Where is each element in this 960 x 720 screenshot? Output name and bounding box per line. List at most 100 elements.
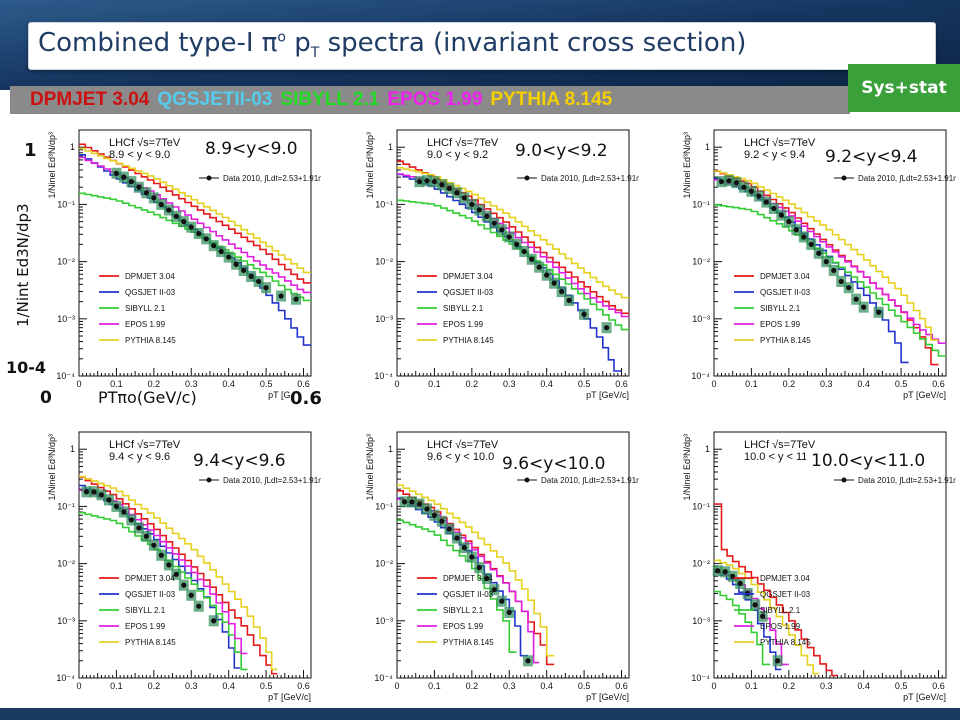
y-tick-label: 10⁻³ — [57, 616, 75, 626]
data-point — [551, 280, 557, 286]
y-axis-title: 1/Ninel Ed³N/dp³ — [682, 132, 692, 199]
data-point — [484, 575, 490, 582]
legend-label: EPOS 1.99 — [125, 622, 166, 631]
y-tick-label: 10⁻⁴ — [56, 673, 75, 683]
rapidity-label: 8.9 < y < 9.0 — [109, 149, 170, 161]
data-point — [151, 195, 157, 201]
x-tick-label: 0.4 — [222, 681, 235, 691]
data-point — [446, 526, 452, 532]
series-line-4 — [79, 475, 278, 671]
series-line-4 — [714, 170, 939, 341]
x-tick-label: 0.6 — [932, 681, 945, 691]
data-point — [603, 325, 610, 331]
y-tick-label: 1 — [388, 142, 393, 152]
x-tick-label: 0.3 — [185, 681, 198, 691]
x-tick-label: 0.2 — [783, 379, 796, 389]
data-point — [173, 571, 179, 577]
slide-title: Combined type-I πo pT spectra (invariant… — [38, 28, 747, 62]
x-axis-title: pT [GeV/c] — [586, 390, 629, 400]
data-point — [733, 180, 740, 186]
legend-label: DPMJET 3.04 — [443, 574, 493, 583]
data-point — [439, 182, 445, 188]
y-tick-label: 10⁻⁴ — [374, 673, 393, 683]
y-tick-label: 10⁻² — [57, 257, 75, 267]
y-tick-label: 10⁻¹ — [692, 199, 710, 209]
data-point — [233, 261, 239, 267]
series-line-0 — [714, 503, 838, 677]
data-point — [726, 178, 732, 184]
data-point — [128, 179, 134, 185]
x-tick-label: 0.4 — [222, 379, 235, 389]
legend-label: SIBYLL 2.1 — [760, 304, 801, 313]
data-point — [181, 219, 187, 225]
x-axis-title: pT [GeV/c] — [903, 692, 946, 702]
spectrum-plot-1: 1 10⁻¹ 10⁻² 10⁻³ 10⁻⁴0 0.1 0.2 0.3 0.4 0.5 0.6pT [… — [47, 129, 321, 400]
legend-label: SIBYLL 2.1 — [443, 304, 484, 313]
data-point — [188, 592, 194, 598]
x-tick-label: 0 — [711, 379, 716, 389]
legend-label: EPOS 1.99 — [760, 622, 801, 631]
data-point — [737, 580, 743, 587]
data-point — [211, 618, 217, 624]
annotation-x-left: 0 — [40, 388, 52, 408]
data-point — [771, 205, 777, 212]
data-point — [121, 509, 127, 515]
y-tick-label: 10⁻² — [692, 257, 710, 267]
x-axis-title: pT [GeV/c] — [268, 390, 311, 400]
panel-1: 1 10⁻¹ 10⁻² 10⁻³ 10⁻⁴0 0.1 0.2 0.3 0.4 0.5 0.6pT [… — [45, 118, 321, 406]
data-point — [499, 598, 505, 604]
data-point — [786, 219, 792, 225]
data-point — [491, 220, 497, 226]
plot-frame — [713, 129, 947, 377]
legend-label: DPMJET 3.04 — [760, 574, 810, 583]
experiment-label: LHCf √s=7TeV — [744, 439, 816, 451]
data-legend-label: Data 2010, ∫Ldt=2.53+1.91nb⁻¹ — [541, 476, 639, 485]
data-point — [158, 552, 164, 558]
legend-label: SIBYLL 2.1 — [125, 304, 166, 313]
panel-2: 1 10⁻¹ 10⁻² 10⁻³ 10⁻⁴ 0 0.1 0.2 0.3 0.4 0.5 0.6 pT [… — [363, 118, 639, 406]
range-label-3: 9.2<y<9.4 — [820, 145, 923, 169]
data-point — [188, 224, 194, 230]
data-point — [823, 259, 829, 265]
y-tick-label: 10⁻² — [375, 559, 393, 569]
data-point — [91, 489, 97, 495]
plot-frame — [713, 431, 947, 679]
legend-label: SIBYLL 2.1 — [443, 606, 484, 615]
data-legend-marker — [206, 477, 212, 483]
data-point — [469, 554, 475, 560]
y-tick-label: 10⁻² — [375, 257, 393, 267]
y-tick-label: 10⁻¹ — [57, 199, 75, 209]
panel-4: 1 10⁻¹ 10⁻² 10⁻³ 10⁻⁴ 0 0.1 0.2 0.3 0.4 0.5 0.6 pT [… — [45, 420, 321, 708]
legend-label: PYTHIA 8.145 — [125, 638, 176, 647]
legend-label: QGSJET II-03 — [760, 590, 811, 599]
y-tick-label: 1 — [705, 142, 710, 152]
range-label-2: 9.0<y<9.2 — [510, 139, 613, 163]
x-tick-label: 0.2 — [148, 379, 161, 389]
series-line-4 — [397, 484, 555, 657]
x-axis-title: pT [GeV/c] — [268, 692, 311, 702]
rapidity-label: 9.4 < y < 9.6 — [109, 451, 170, 463]
data-legend-label: Data 2010, ∫Ldt=2.53+1.91nb⁻¹ — [858, 476, 956, 485]
x-tick-label: 0 — [76, 379, 81, 389]
data-point — [831, 267, 837, 274]
data-point — [121, 174, 127, 180]
data-point — [293, 296, 299, 302]
data-point — [263, 285, 269, 291]
data-point — [226, 254, 232, 260]
y-tick-label: 10⁻¹ — [375, 199, 393, 209]
data-point — [439, 518, 445, 524]
data-point — [722, 569, 728, 575]
data-point — [748, 188, 755, 194]
x-tick-label: 0.3 — [503, 379, 516, 389]
rapidity-label: 9.2 < y < 9.4 — [744, 149, 805, 161]
x-tick-label: 0.1 — [745, 379, 758, 389]
x-tick-label: 0.1 — [110, 681, 123, 691]
legend-label: SIBYLL 2.1 — [125, 606, 166, 615]
data-point — [166, 207, 172, 213]
series-line-4 — [79, 147, 311, 274]
x-tick-label: 0.3 — [820, 681, 833, 691]
x-tick-label: 0.5 — [895, 379, 908, 389]
legend-label: SIBYLL 2.1 — [760, 606, 801, 615]
data-point — [446, 185, 452, 192]
data-point — [143, 533, 149, 539]
